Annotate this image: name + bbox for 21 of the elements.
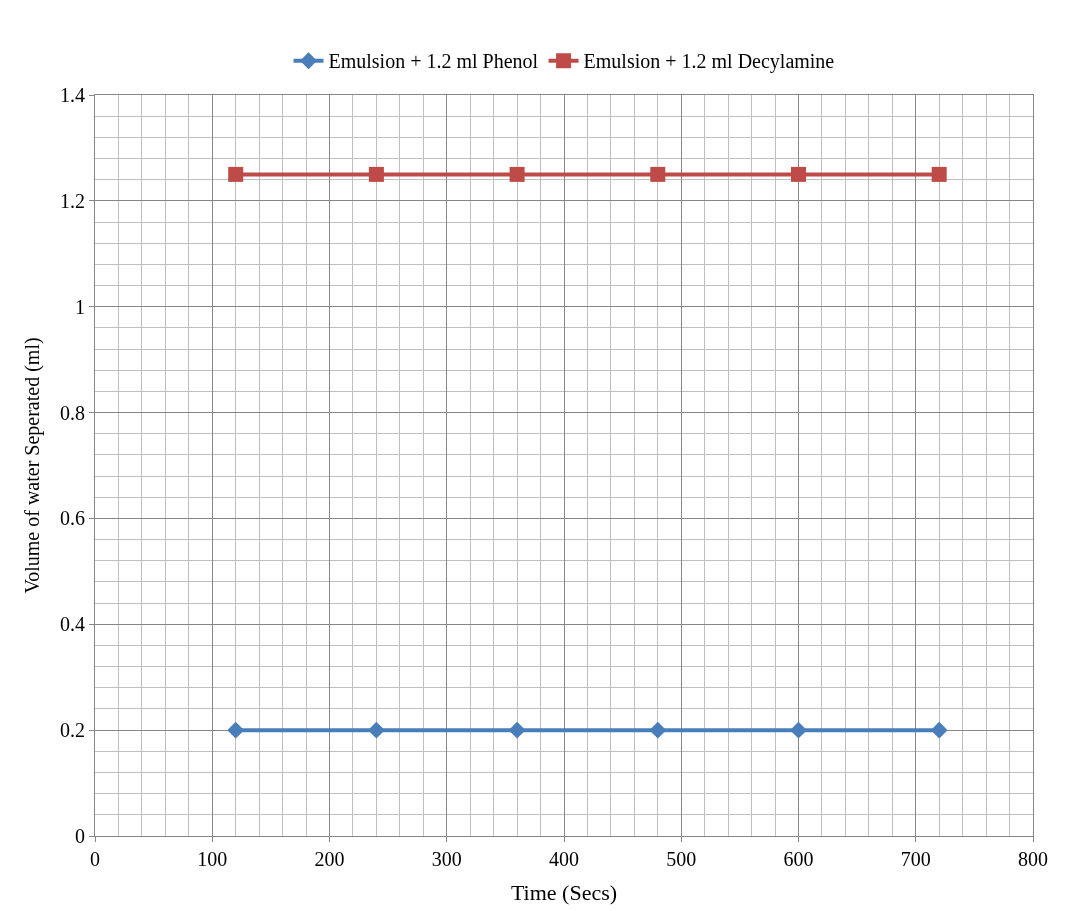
y-tick-label: 0.8 [60, 401, 85, 424]
y-tick-label: 0 [75, 825, 85, 847]
x-tick-label: 400 [549, 848, 579, 870]
x-axis-title: Time (Secs) [510, 879, 618, 905]
y-tick-label: 0.4 [60, 613, 85, 636]
legend-label: Emulsion + 1.2 ml Phenol [328, 50, 539, 73]
x-tick-label: 800 [1018, 848, 1048, 870]
y-tick-label: 0.2 [60, 719, 85, 742]
x-tick-label: 100 [197, 848, 228, 870]
y-tick-label: 0.6 [60, 507, 85, 530]
y-axis-title: Volume of water Seperated (ml) [20, 337, 44, 594]
y-tick-label: 1.2 [60, 189, 85, 212]
x-tick-label: 700 [900, 848, 931, 870]
x-tick-label: 500 [666, 848, 697, 870]
y-tick-label: 1.4 [60, 84, 85, 106]
legend-label: Emulsion + 1.2 ml Decylamine [583, 50, 835, 74]
y-tick-label: 1 [75, 295, 85, 318]
x-tick-label: 300 [431, 848, 462, 870]
x-tick-label: 600 [783, 848, 814, 870]
x-tick-label: 0 [90, 848, 100, 870]
x-tick-label: 200 [314, 848, 345, 870]
